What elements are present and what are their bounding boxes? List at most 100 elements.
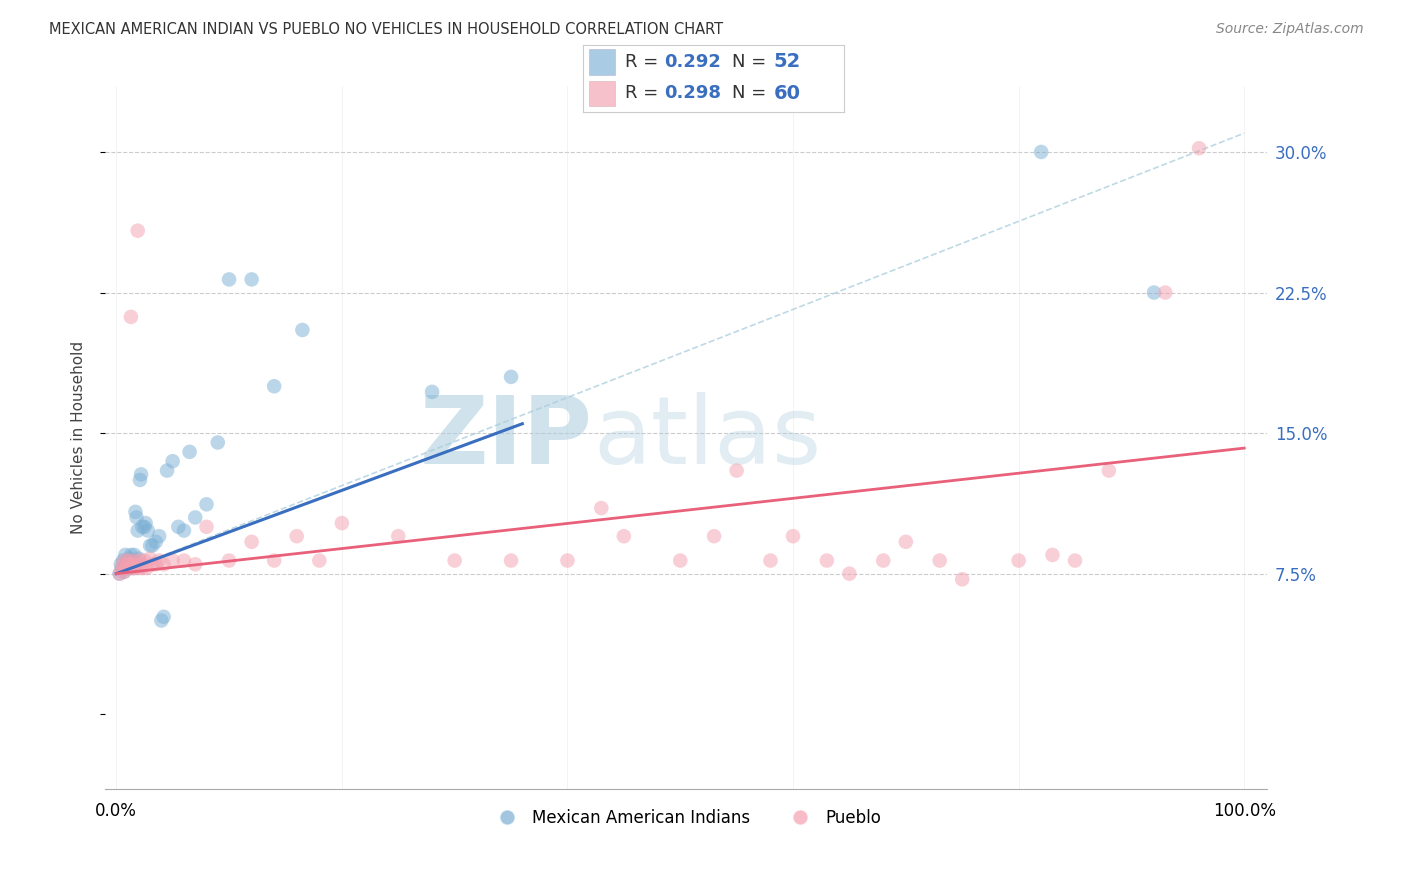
Point bbox=[108, 566, 131, 581]
Point bbox=[218, 272, 240, 286]
Point bbox=[129, 467, 152, 482]
Point bbox=[1188, 141, 1211, 155]
Point bbox=[131, 561, 153, 575]
Point bbox=[122, 558, 145, 572]
Point bbox=[240, 272, 263, 286]
Point bbox=[167, 520, 190, 534]
Point bbox=[120, 559, 142, 574]
Point bbox=[112, 565, 135, 579]
Point bbox=[838, 566, 860, 581]
Point bbox=[152, 558, 174, 572]
Point bbox=[124, 561, 146, 575]
Point bbox=[134, 553, 156, 567]
Point bbox=[112, 558, 135, 572]
Point bbox=[759, 553, 782, 567]
Legend: Mexican American Indians, Pueblo: Mexican American Indians, Pueblo bbox=[484, 802, 887, 834]
Point bbox=[124, 548, 146, 562]
Point bbox=[872, 553, 894, 567]
Point bbox=[122, 561, 145, 575]
Point bbox=[114, 559, 136, 574]
Point bbox=[499, 370, 522, 384]
Point bbox=[128, 561, 150, 575]
Point bbox=[499, 553, 522, 567]
Point bbox=[117, 558, 139, 572]
Point bbox=[308, 553, 330, 567]
Point bbox=[141, 558, 163, 572]
Point bbox=[1154, 285, 1177, 300]
Point bbox=[894, 534, 917, 549]
Point bbox=[129, 558, 152, 572]
Point bbox=[156, 464, 179, 478]
Point bbox=[114, 553, 136, 567]
Y-axis label: No Vehicles in Household: No Vehicles in Household bbox=[72, 342, 86, 534]
Point bbox=[112, 553, 135, 567]
Point bbox=[118, 558, 141, 572]
Point bbox=[125, 510, 148, 524]
Point bbox=[1031, 145, 1053, 159]
Point bbox=[135, 561, 157, 575]
Point bbox=[173, 524, 195, 538]
Point bbox=[127, 524, 149, 538]
Point bbox=[134, 520, 156, 534]
Point bbox=[240, 534, 263, 549]
Text: N =: N = bbox=[731, 53, 772, 71]
Point bbox=[124, 505, 146, 519]
Point bbox=[173, 553, 195, 567]
Point bbox=[179, 445, 201, 459]
Point bbox=[127, 224, 149, 238]
Point bbox=[124, 553, 146, 567]
Point bbox=[120, 310, 142, 324]
Point bbox=[387, 529, 409, 543]
Point bbox=[285, 529, 308, 543]
Point bbox=[129, 553, 152, 567]
Point bbox=[703, 529, 725, 543]
Point bbox=[162, 553, 184, 567]
Point bbox=[118, 551, 141, 566]
Point bbox=[330, 516, 353, 530]
Point bbox=[207, 435, 229, 450]
Point bbox=[111, 561, 134, 575]
Point bbox=[141, 539, 163, 553]
Point bbox=[152, 609, 174, 624]
Point bbox=[145, 534, 167, 549]
Point bbox=[125, 558, 148, 572]
Point bbox=[291, 323, 314, 337]
Point bbox=[1042, 548, 1064, 562]
Point bbox=[124, 553, 146, 567]
Point bbox=[591, 501, 613, 516]
Point bbox=[1143, 285, 1166, 300]
Point bbox=[443, 553, 465, 567]
Point bbox=[184, 510, 207, 524]
Point bbox=[112, 565, 135, 579]
Point bbox=[950, 572, 973, 586]
Text: atlas: atlas bbox=[593, 392, 821, 483]
Point bbox=[195, 520, 218, 534]
Point bbox=[195, 497, 218, 511]
Point bbox=[782, 529, 804, 543]
Text: N =: N = bbox=[731, 85, 772, 103]
Point bbox=[122, 561, 145, 575]
Point bbox=[928, 553, 950, 567]
Point bbox=[117, 553, 139, 567]
Text: MEXICAN AMERICAN INDIAN VS PUEBLO NO VEHICLES IN HOUSEHOLD CORRELATION CHART: MEXICAN AMERICAN INDIAN VS PUEBLO NO VEH… bbox=[49, 22, 723, 37]
Point bbox=[131, 520, 153, 534]
Point bbox=[139, 539, 162, 553]
Point bbox=[669, 553, 692, 567]
Point bbox=[110, 558, 132, 572]
Point bbox=[1007, 553, 1029, 567]
Bar bbox=[589, 81, 614, 106]
Point bbox=[111, 561, 134, 575]
Point bbox=[613, 529, 636, 543]
Text: 0.298: 0.298 bbox=[664, 85, 721, 103]
Text: 60: 60 bbox=[773, 84, 800, 103]
Point bbox=[129, 473, 152, 487]
Text: R =: R = bbox=[626, 53, 664, 71]
Point bbox=[218, 553, 240, 567]
Point bbox=[162, 454, 184, 468]
Point bbox=[263, 379, 285, 393]
Point bbox=[1098, 464, 1121, 478]
Text: R =: R = bbox=[626, 85, 664, 103]
Point bbox=[120, 548, 142, 562]
Text: Source: ZipAtlas.com: Source: ZipAtlas.com bbox=[1216, 22, 1364, 37]
Point bbox=[121, 558, 143, 572]
